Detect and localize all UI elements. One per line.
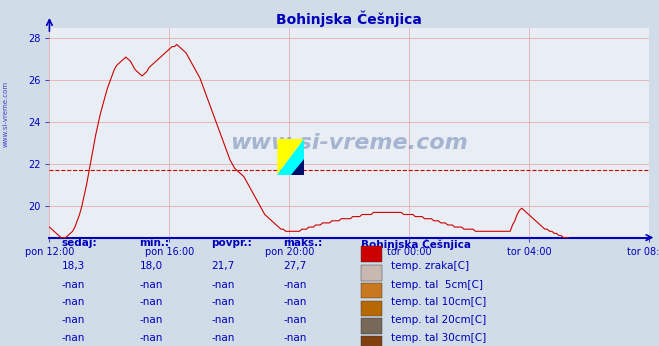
Text: -nan: -nan bbox=[212, 333, 235, 343]
Text: -nan: -nan bbox=[61, 298, 85, 307]
Text: -nan: -nan bbox=[140, 298, 163, 307]
Text: www.si-vreme.com: www.si-vreme.com bbox=[231, 133, 468, 153]
Text: 27,7: 27,7 bbox=[283, 261, 306, 271]
Text: 21,7: 21,7 bbox=[212, 261, 235, 271]
Text: -nan: -nan bbox=[140, 315, 163, 325]
Polygon shape bbox=[277, 139, 304, 175]
Text: min.:: min.: bbox=[140, 238, 169, 248]
Text: -nan: -nan bbox=[283, 333, 306, 343]
Polygon shape bbox=[291, 158, 304, 175]
Text: -nan: -nan bbox=[283, 298, 306, 307]
Text: temp. tal  5cm[C]: temp. tal 5cm[C] bbox=[391, 280, 483, 290]
Text: -nan: -nan bbox=[212, 315, 235, 325]
Text: -nan: -nan bbox=[140, 333, 163, 343]
Text: temp. tal 30cm[C]: temp. tal 30cm[C] bbox=[391, 333, 486, 343]
Text: 18,3: 18,3 bbox=[61, 261, 84, 271]
Bar bbox=[361, 246, 382, 262]
Bar bbox=[361, 265, 382, 281]
Text: -nan: -nan bbox=[61, 280, 85, 290]
Text: temp. zraka[C]: temp. zraka[C] bbox=[391, 261, 469, 271]
Text: povpr.:: povpr.: bbox=[212, 238, 252, 248]
Text: -nan: -nan bbox=[212, 298, 235, 307]
Text: sedaj:: sedaj: bbox=[61, 238, 97, 248]
Text: temp. tal 20cm[C]: temp. tal 20cm[C] bbox=[391, 315, 486, 325]
Text: www.si-vreme.com: www.si-vreme.com bbox=[2, 81, 9, 147]
Text: -nan: -nan bbox=[140, 280, 163, 290]
Bar bbox=[361, 283, 382, 299]
Text: temp. tal 10cm[C]: temp. tal 10cm[C] bbox=[391, 298, 486, 307]
Bar bbox=[361, 301, 382, 316]
Text: -nan: -nan bbox=[283, 280, 306, 290]
Bar bbox=[361, 336, 382, 346]
Polygon shape bbox=[277, 139, 304, 175]
Title: Bohinjska Češnjica: Bohinjska Češnjica bbox=[276, 10, 422, 27]
Text: -nan: -nan bbox=[61, 315, 85, 325]
Text: maks.:: maks.: bbox=[283, 238, 322, 248]
Text: 18,0: 18,0 bbox=[140, 261, 163, 271]
Bar bbox=[361, 318, 382, 334]
Text: -nan: -nan bbox=[61, 333, 85, 343]
Text: Bohinjska Češnjica: Bohinjska Češnjica bbox=[361, 238, 471, 249]
Text: -nan: -nan bbox=[212, 280, 235, 290]
Text: -nan: -nan bbox=[283, 315, 306, 325]
